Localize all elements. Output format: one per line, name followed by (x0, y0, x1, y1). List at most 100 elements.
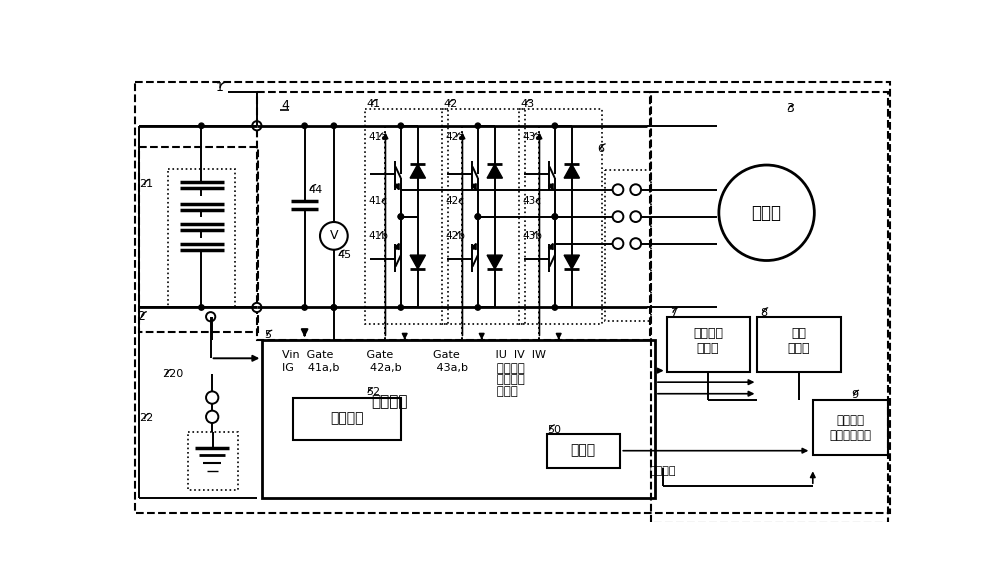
Bar (188, 432, 238, 490)
Circle shape (206, 391, 218, 404)
Text: 控制装置: 控制装置 (371, 394, 408, 409)
Circle shape (206, 312, 215, 321)
Circle shape (552, 123, 558, 128)
Circle shape (398, 123, 404, 128)
Text: 42: 42 (443, 99, 457, 109)
Text: Gate: Gate (405, 350, 459, 360)
Text: 接收部: 接收部 (571, 444, 596, 458)
Text: 41b: 41b (369, 231, 388, 241)
Text: 线圈温度: 线圈温度 (478, 373, 525, 386)
Text: 21: 21 (139, 179, 153, 189)
Bar (547, 434, 620, 468)
Bar (813, 400, 888, 455)
Circle shape (206, 411, 218, 423)
Circle shape (552, 214, 558, 219)
Circle shape (331, 123, 337, 128)
Text: 43a: 43a (523, 132, 542, 142)
Text: 7: 7 (670, 308, 677, 318)
Circle shape (613, 211, 623, 222)
Text: 43a,b: 43a,b (405, 363, 468, 373)
Text: 2: 2 (137, 310, 145, 323)
Text: 休眠时间: 休眠时间 (649, 466, 676, 476)
Circle shape (331, 305, 337, 310)
Text: 42a: 42a (446, 132, 465, 142)
Circle shape (552, 305, 558, 310)
Circle shape (475, 214, 481, 219)
Circle shape (475, 214, 481, 219)
Text: IG    41a,b: IG 41a,b (282, 363, 339, 373)
Bar (651, 92, 888, 523)
Text: 42c: 42c (446, 196, 465, 206)
Text: 5: 5 (265, 330, 272, 340)
Circle shape (613, 184, 623, 195)
Circle shape (252, 303, 261, 312)
Circle shape (199, 305, 204, 310)
Bar (757, 316, 841, 372)
Bar (365, 109, 448, 325)
Circle shape (320, 222, 348, 250)
Bar (605, 171, 651, 321)
Circle shape (630, 211, 641, 222)
Bar (257, 92, 650, 340)
Text: 43c: 43c (523, 196, 542, 206)
Circle shape (552, 214, 558, 219)
Circle shape (630, 238, 641, 249)
Text: 旋転位置: 旋転位置 (478, 362, 525, 375)
Bar (442, 109, 525, 325)
Text: 1: 1 (216, 81, 224, 94)
Bar (139, 147, 258, 332)
Circle shape (475, 123, 481, 128)
Text: 6: 6 (597, 144, 604, 154)
Bar (519, 109, 602, 325)
Polygon shape (564, 255, 579, 269)
Text: 8: 8 (760, 308, 768, 318)
Text: 存储装置: 存储装置 (330, 411, 364, 425)
Text: 3: 3 (786, 103, 794, 115)
Text: V: V (330, 229, 338, 243)
Text: IU  IV  IW: IU IV IW (478, 350, 546, 360)
Text: 油温度: 油温度 (478, 385, 518, 398)
Text: 220: 220 (162, 369, 183, 380)
Polygon shape (564, 164, 579, 178)
Circle shape (630, 184, 641, 195)
Text: 电动机: 电动机 (752, 204, 782, 222)
Circle shape (613, 238, 623, 249)
Circle shape (475, 305, 481, 310)
Text: 45: 45 (337, 250, 351, 260)
Text: 43b: 43b (523, 231, 542, 241)
Circle shape (398, 305, 404, 310)
Circle shape (398, 214, 404, 219)
Text: 52: 52 (366, 387, 380, 397)
Text: 旋転位置
検测部: 旋転位置 検测部 (693, 328, 723, 355)
Text: 41: 41 (366, 99, 380, 109)
Circle shape (302, 123, 307, 128)
Polygon shape (410, 255, 425, 269)
Polygon shape (487, 164, 502, 178)
Text: Gate: Gate (335, 350, 394, 360)
Text: 22: 22 (139, 413, 153, 423)
Bar (262, 340, 655, 498)
Text: 42b: 42b (446, 231, 465, 241)
Text: 41c: 41c (369, 196, 388, 206)
Text: 4: 4 (282, 99, 289, 113)
Bar (293, 397, 401, 440)
Polygon shape (410, 164, 425, 178)
Text: 41a: 41a (369, 132, 388, 142)
Text: 42a,b: 42a,b (335, 363, 402, 373)
Bar (168, 169, 235, 308)
Bar (666, 316, 750, 372)
Circle shape (398, 214, 404, 219)
Circle shape (199, 123, 204, 128)
Text: 43: 43 (520, 99, 534, 109)
Circle shape (331, 305, 337, 310)
Text: 50: 50 (547, 425, 561, 435)
Circle shape (719, 165, 814, 261)
Text: Vin  Gate: Vin Gate (282, 350, 333, 360)
Text: 9: 9 (851, 390, 858, 400)
Circle shape (302, 305, 307, 310)
Text: 温度
检测部: 温度 检测部 (788, 328, 810, 355)
Polygon shape (487, 255, 502, 269)
Circle shape (252, 121, 261, 130)
Text: 休眠时间
信息提供装置: 休眠时间 信息提供装置 (830, 414, 872, 442)
Text: 44: 44 (308, 185, 323, 195)
